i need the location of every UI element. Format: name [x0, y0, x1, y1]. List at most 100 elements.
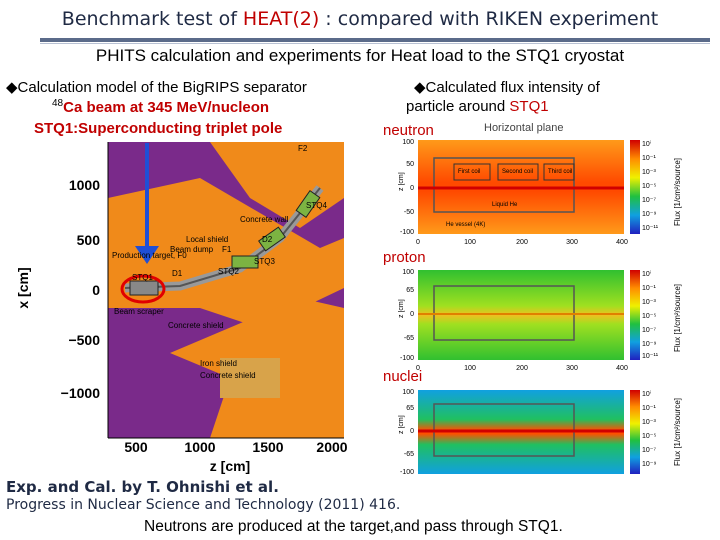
n-xtick-200: 200: [516, 239, 528, 246]
iron-shield: [220, 358, 280, 398]
p-cbar-tick-12: 10⁻¹¹: [642, 353, 659, 360]
bigrips-model-map: F2 STQ4 Concrete wall Local shield Beam …: [15, 142, 348, 474]
title-highlight: HEAT(2): [242, 8, 320, 30]
map-label-production-target: Production target, F0: [112, 251, 187, 260]
map-label-stq2: STQ2: [218, 267, 239, 276]
u-ylabel: z [cm]: [398, 415, 405, 434]
map-label-stq3: STQ3: [254, 257, 275, 266]
map-label-concrete-shield-lower: Concrete shield: [200, 371, 256, 380]
u-ytick-100: 100: [402, 389, 414, 396]
p-ylabel: z [cm]: [398, 299, 405, 318]
n-xtick-400: 400: [616, 239, 628, 246]
p-xtick-100: 100: [464, 365, 476, 372]
map-label-f2: F2: [298, 144, 308, 153]
n-xtick-100: 100: [464, 239, 476, 246]
slide-subtitle: PHITS calculation and experiments for He…: [95, 46, 625, 65]
second-coil: [497, 163, 539, 181]
right-line2-highlight: STQ1: [509, 98, 549, 115]
x-tick-1500: 1500: [252, 439, 283, 455]
x-tick-2000: 2000: [316, 439, 347, 455]
n-colorbar: [630, 140, 640, 234]
map-label-concrete-shield: Concrete shield: [168, 321, 224, 330]
title-rule: [40, 38, 710, 42]
u-ytick-65: 65: [406, 405, 414, 412]
map-label-stq1: STQ1: [132, 273, 153, 282]
u-cbar-label: Flux [1/cm²/source]: [673, 398, 682, 466]
p-xtick-200: 200: [516, 365, 528, 372]
first-coil: [453, 163, 491, 181]
map-label-beam-dump: Beam dump: [170, 245, 214, 254]
y-tick-1000: 1000: [69, 177, 100, 193]
n-cbar-tick-0: 10ⁱ: [642, 140, 651, 148]
u-cbar-ticks: 10ⁱ 10⁻¹ 10⁻³ 10⁻⁵ 10⁻⁷ 10⁻⁹: [642, 390, 656, 468]
p-cbar-ticks: 10ⁱ 10⁻¹ 10⁻³ 10⁻⁵ 10⁻⁷ 10⁻⁹ 10⁻¹¹: [642, 270, 659, 360]
beam-text: Ca beam at 345 MeV/nucleon: [63, 99, 270, 116]
credit-line: Exp. and Cal. by T. Ohnishi et al.: [6, 478, 279, 496]
n-xtick-300: 300: [566, 239, 578, 246]
u-cbar-tick-6: 10⁻⁵: [642, 433, 656, 440]
n-cbar-tick-8: 10⁻⁷: [642, 197, 656, 204]
u-cbar-tick-0: 10ⁱ: [642, 390, 651, 398]
n-cbar-label: Flux [1/cm²/source]: [673, 158, 682, 226]
stq1-magnet: [129, 280, 159, 296]
n-ylabel: z [cm]: [398, 172, 405, 191]
p-cbar-tick-6: 10⁻⁵: [642, 313, 656, 320]
x-tick-1000: 1000: [184, 439, 215, 455]
n-ytick-0: 0: [410, 185, 414, 192]
map-label-stq4: STQ4: [306, 201, 327, 210]
map-label-beam-scraper: Beam scraper: [114, 307, 164, 316]
n-cbar-tick-10: 10⁻⁹: [642, 211, 656, 218]
label-second-coil: Second coil: [502, 169, 533, 175]
u-cbar-tick-2: 10⁻¹: [642, 405, 656, 412]
panel-label-neutron: neutron: [383, 122, 434, 139]
n-ytick-m50: -50: [404, 209, 414, 216]
third-coil: [543, 163, 575, 181]
label-liquid-he: Liquid He: [492, 202, 518, 208]
n-ytick-m100: -100: [400, 229, 414, 236]
right-line2-prefix: particle around: [406, 98, 510, 115]
n-cbar-tick-6: 10⁻⁵: [642, 183, 656, 190]
p-ytick-65: 65: [406, 287, 414, 294]
title-rule-thin: [40, 43, 710, 44]
proton-flux-panel: 100 65 0 -65 -100 z [cm] 0 100 200 300 4…: [398, 269, 682, 372]
p-cbar-label: Flux [1/cm²/source]: [673, 284, 682, 352]
y-axis-label: x [cm]: [15, 267, 31, 308]
p-ytick-0: 0: [410, 311, 414, 318]
label-third-coil: Third coil: [548, 169, 572, 175]
right-line2: particle around STQ1: [406, 98, 549, 115]
right-bullet: ◆Calculated flux intensity of: [414, 79, 600, 96]
beam-line: 48Ca beam at 345 MeV/nucleon: [52, 98, 269, 116]
y-tick-minus-500: −500: [68, 332, 100, 348]
nuclei-flux-panel: 100 65 0 -65 -100 z [cm] 10ⁱ 10⁻¹ 10⁻³ 1…: [398, 389, 682, 476]
p-colorbar: [630, 270, 640, 360]
n-cbar-tick-12: 10⁻¹¹: [642, 225, 659, 232]
map-label-d1: D1: [172, 269, 183, 278]
n-ytick-50: 50: [406, 161, 414, 168]
p-cbar-tick-2: 10⁻¹: [642, 285, 656, 292]
p-xtick-0: 0: [416, 365, 420, 372]
p-ytick-100: 100: [402, 269, 414, 276]
map-label-iron-shield: Iron shield: [200, 359, 237, 368]
p-xtick-300: 300: [566, 365, 578, 372]
neutron-flux-panel: First coil Second coil Third coil Liquid…: [398, 139, 682, 246]
p-cbar-tick-0: 10ⁱ: [642, 270, 651, 278]
u-cbar-tick-8: 10⁻⁷: [642, 447, 656, 454]
n-cbar-tick-2: 10⁻¹: [642, 155, 656, 162]
map-label-local-shield: Local shield: [186, 235, 228, 244]
panel-header: Horizontal plane: [484, 122, 564, 134]
label-first-coil: First coil: [458, 169, 480, 175]
stq3-magnet: [258, 226, 286, 252]
p-cbar-tick-10: 10⁻⁹: [642, 341, 656, 348]
x-tick-500: 500: [124, 439, 148, 455]
map-label-f1: F1: [222, 245, 232, 254]
u-colorbar: [630, 390, 640, 474]
y-tick-0: 0: [92, 282, 100, 298]
n-cbar-ticks: 10ⁱ 10⁻¹ 10⁻³ 10⁻⁵ 10⁻⁷ 10⁻⁹ 10⁻¹¹: [642, 140, 659, 232]
n-xtick-0: 0: [416, 239, 420, 246]
reference-line: Progress in Nuclear Science and Technolo…: [6, 497, 401, 513]
slide-title: Benchmark test of HEAT(2) : compared wit…: [0, 8, 720, 30]
panel-label-nuclei: nuclei: [383, 368, 423, 385]
n-cbar-tick-4: 10⁻³: [642, 169, 656, 176]
p-xtick-400: 400: [616, 365, 628, 372]
u-ytick-0: 0: [410, 428, 414, 435]
